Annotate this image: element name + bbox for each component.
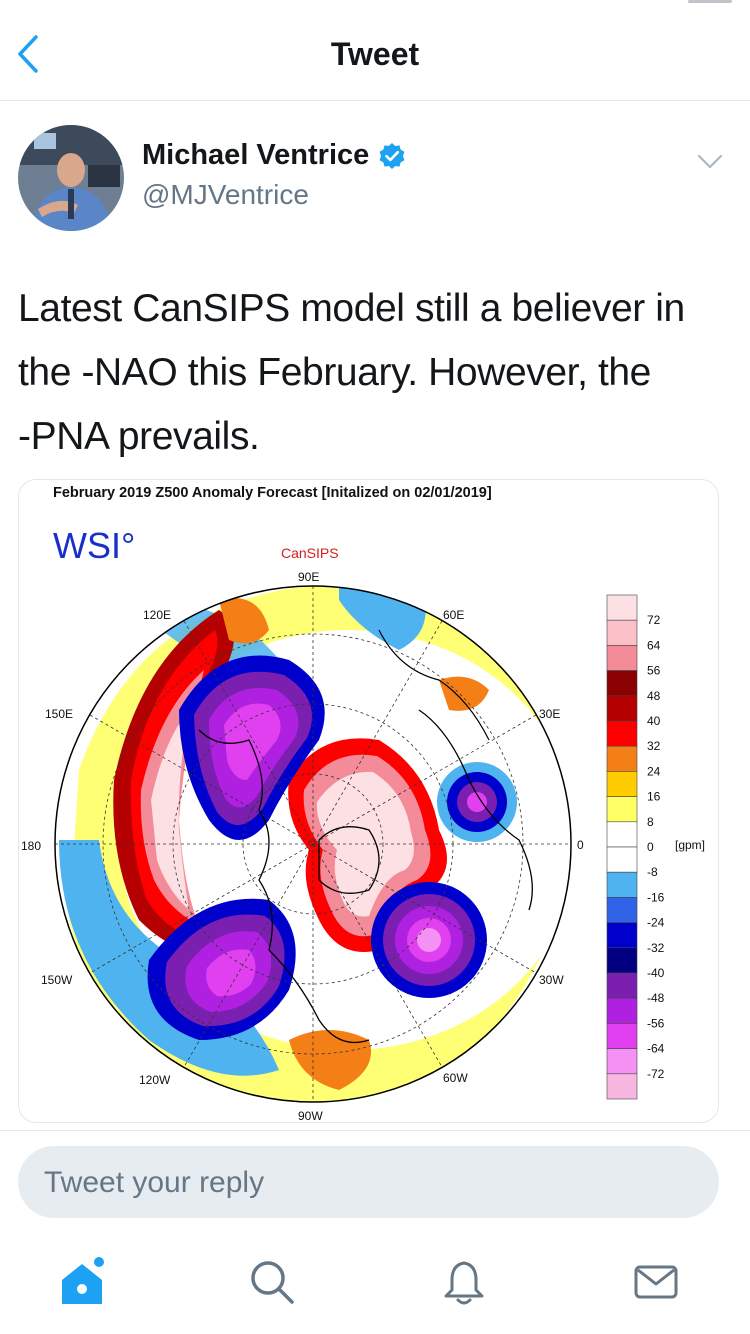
legend-label: -16: [647, 890, 665, 904]
author-name-row: Michael Ventrice: [142, 139, 406, 172]
legend-swatch: [606, 871, 638, 898]
legend-swatch: [606, 645, 638, 671]
back-button[interactable]: [6, 28, 50, 80]
author-handle[interactable]: @MJVentrice: [142, 179, 309, 210]
tab-bar: [0, 1236, 750, 1334]
author-name[interactable]: Michael Ventrice: [142, 139, 370, 171]
chevron-down-icon[interactable]: [694, 145, 726, 177]
legend-swatch: [606, 997, 638, 1024]
legend-label: 32: [647, 739, 661, 753]
lon-label: 0: [577, 838, 584, 852]
legend-swatch: [606, 619, 638, 646]
tweet-text: Latest CanSIPS model still a believer in…: [18, 277, 734, 469]
lon-label: 120E: [143, 608, 171, 622]
legend-label: 0: [647, 840, 654, 854]
legend-label: 8: [647, 815, 654, 829]
legend-label: -8: [647, 865, 658, 879]
legend-label: -48: [647, 991, 665, 1005]
home-icon: [62, 1257, 104, 1304]
legend-swatch: [606, 745, 638, 772]
lon-label: 90E: [298, 570, 319, 584]
lon-label: 120W: [139, 1073, 171, 1087]
legend-label: 40: [647, 714, 661, 728]
lon-label: 90W: [298, 1109, 323, 1123]
chevron-left-icon: [18, 35, 38, 73]
legend-swatch: [606, 1023, 638, 1049]
legend-label: -40: [647, 966, 665, 980]
legend-label: 72: [647, 613, 661, 627]
wsi-logo: WSI°: [53, 525, 135, 566]
reply-input[interactable]: Tweet your reply: [18, 1146, 719, 1218]
map-title: February 2019 Z500 Anomaly Forecast [Ini…: [53, 485, 492, 501]
legend-swatch: [606, 594, 638, 621]
status-indicator: [688, 0, 732, 3]
lon-label: 150E: [45, 707, 73, 721]
tweet-text-line: -PNA prevails.: [18, 415, 260, 458]
forecast-map: February 2019 Z500 Anomaly Forecast [Ini…: [21, 485, 705, 1123]
lon-label: 30W: [539, 973, 564, 987]
tab-messages[interactable]: [626, 1252, 686, 1312]
legend-swatch: [606, 947, 638, 974]
legend-swatch: [606, 771, 638, 797]
bell-icon: [444, 1261, 484, 1305]
legend-label: -24: [647, 916, 665, 930]
legend-swatch: [606, 796, 638, 823]
tab-search[interactable]: [242, 1252, 302, 1312]
page-title: Tweet: [330, 36, 420, 72]
lon-label: 60W: [443, 1071, 468, 1085]
legend-unit: [gpm]: [675, 838, 705, 852]
tweet-text-line: Latest CanSIPS model still a believer in: [18, 287, 685, 330]
legend-swatch: [606, 846, 638, 873]
legend-label: 64: [647, 638, 661, 652]
search-icon: [251, 1261, 294, 1304]
verified-badge-icon: [379, 142, 405, 169]
legend-label: 48: [647, 689, 661, 703]
legend-swatch: [606, 922, 638, 949]
tab-home[interactable]: [52, 1252, 112, 1312]
color-legend: 72 64 56 48 40 32 24 16 8 0 -8 -16 -24 -32 -40 -48 -56 -6…: [606, 594, 665, 1100]
tab-notifications[interactable]: [434, 1252, 494, 1312]
legend-swatch: [606, 897, 638, 923]
lon-label: 180: [21, 839, 41, 853]
legend-label: -32: [647, 941, 665, 955]
legend-swatch: [606, 821, 638, 848]
legend-label: 16: [647, 790, 661, 804]
legend-label: -72: [647, 1067, 665, 1081]
nav-bar: Tweet: [0, 0, 750, 101]
lon-label: 30E: [539, 707, 560, 721]
legend-label: 24: [647, 764, 661, 778]
tweet-text-line: the -NAO this February. However, the: [18, 351, 651, 394]
reply-placeholder: Tweet your reply: [44, 1166, 265, 1199]
tweet-media-image[interactable]: February 2019 Z500 Anomaly Forecast [Ini…: [18, 479, 719, 1123]
legend-swatch: [606, 720, 638, 747]
legend-label: 56: [647, 664, 661, 678]
model-label: CanSIPS: [281, 545, 339, 561]
legend-swatch: [606, 972, 638, 999]
lon-label: 60E: [443, 608, 464, 622]
legend-swatch: [606, 695, 638, 722]
legend-label: -64: [647, 1042, 665, 1056]
legend-swatch: [606, 1048, 638, 1075]
mail-icon: [634, 1265, 678, 1299]
lon-label: 150W: [41, 973, 73, 987]
divider: [0, 1130, 750, 1131]
tweet-header: Michael Ventrice @MJVentrice: [0, 101, 750, 251]
avatar[interactable]: [18, 125, 124, 231]
legend-swatch: [606, 670, 638, 697]
legend-label: -56: [647, 1016, 665, 1030]
legend-swatch: [606, 1073, 638, 1100]
